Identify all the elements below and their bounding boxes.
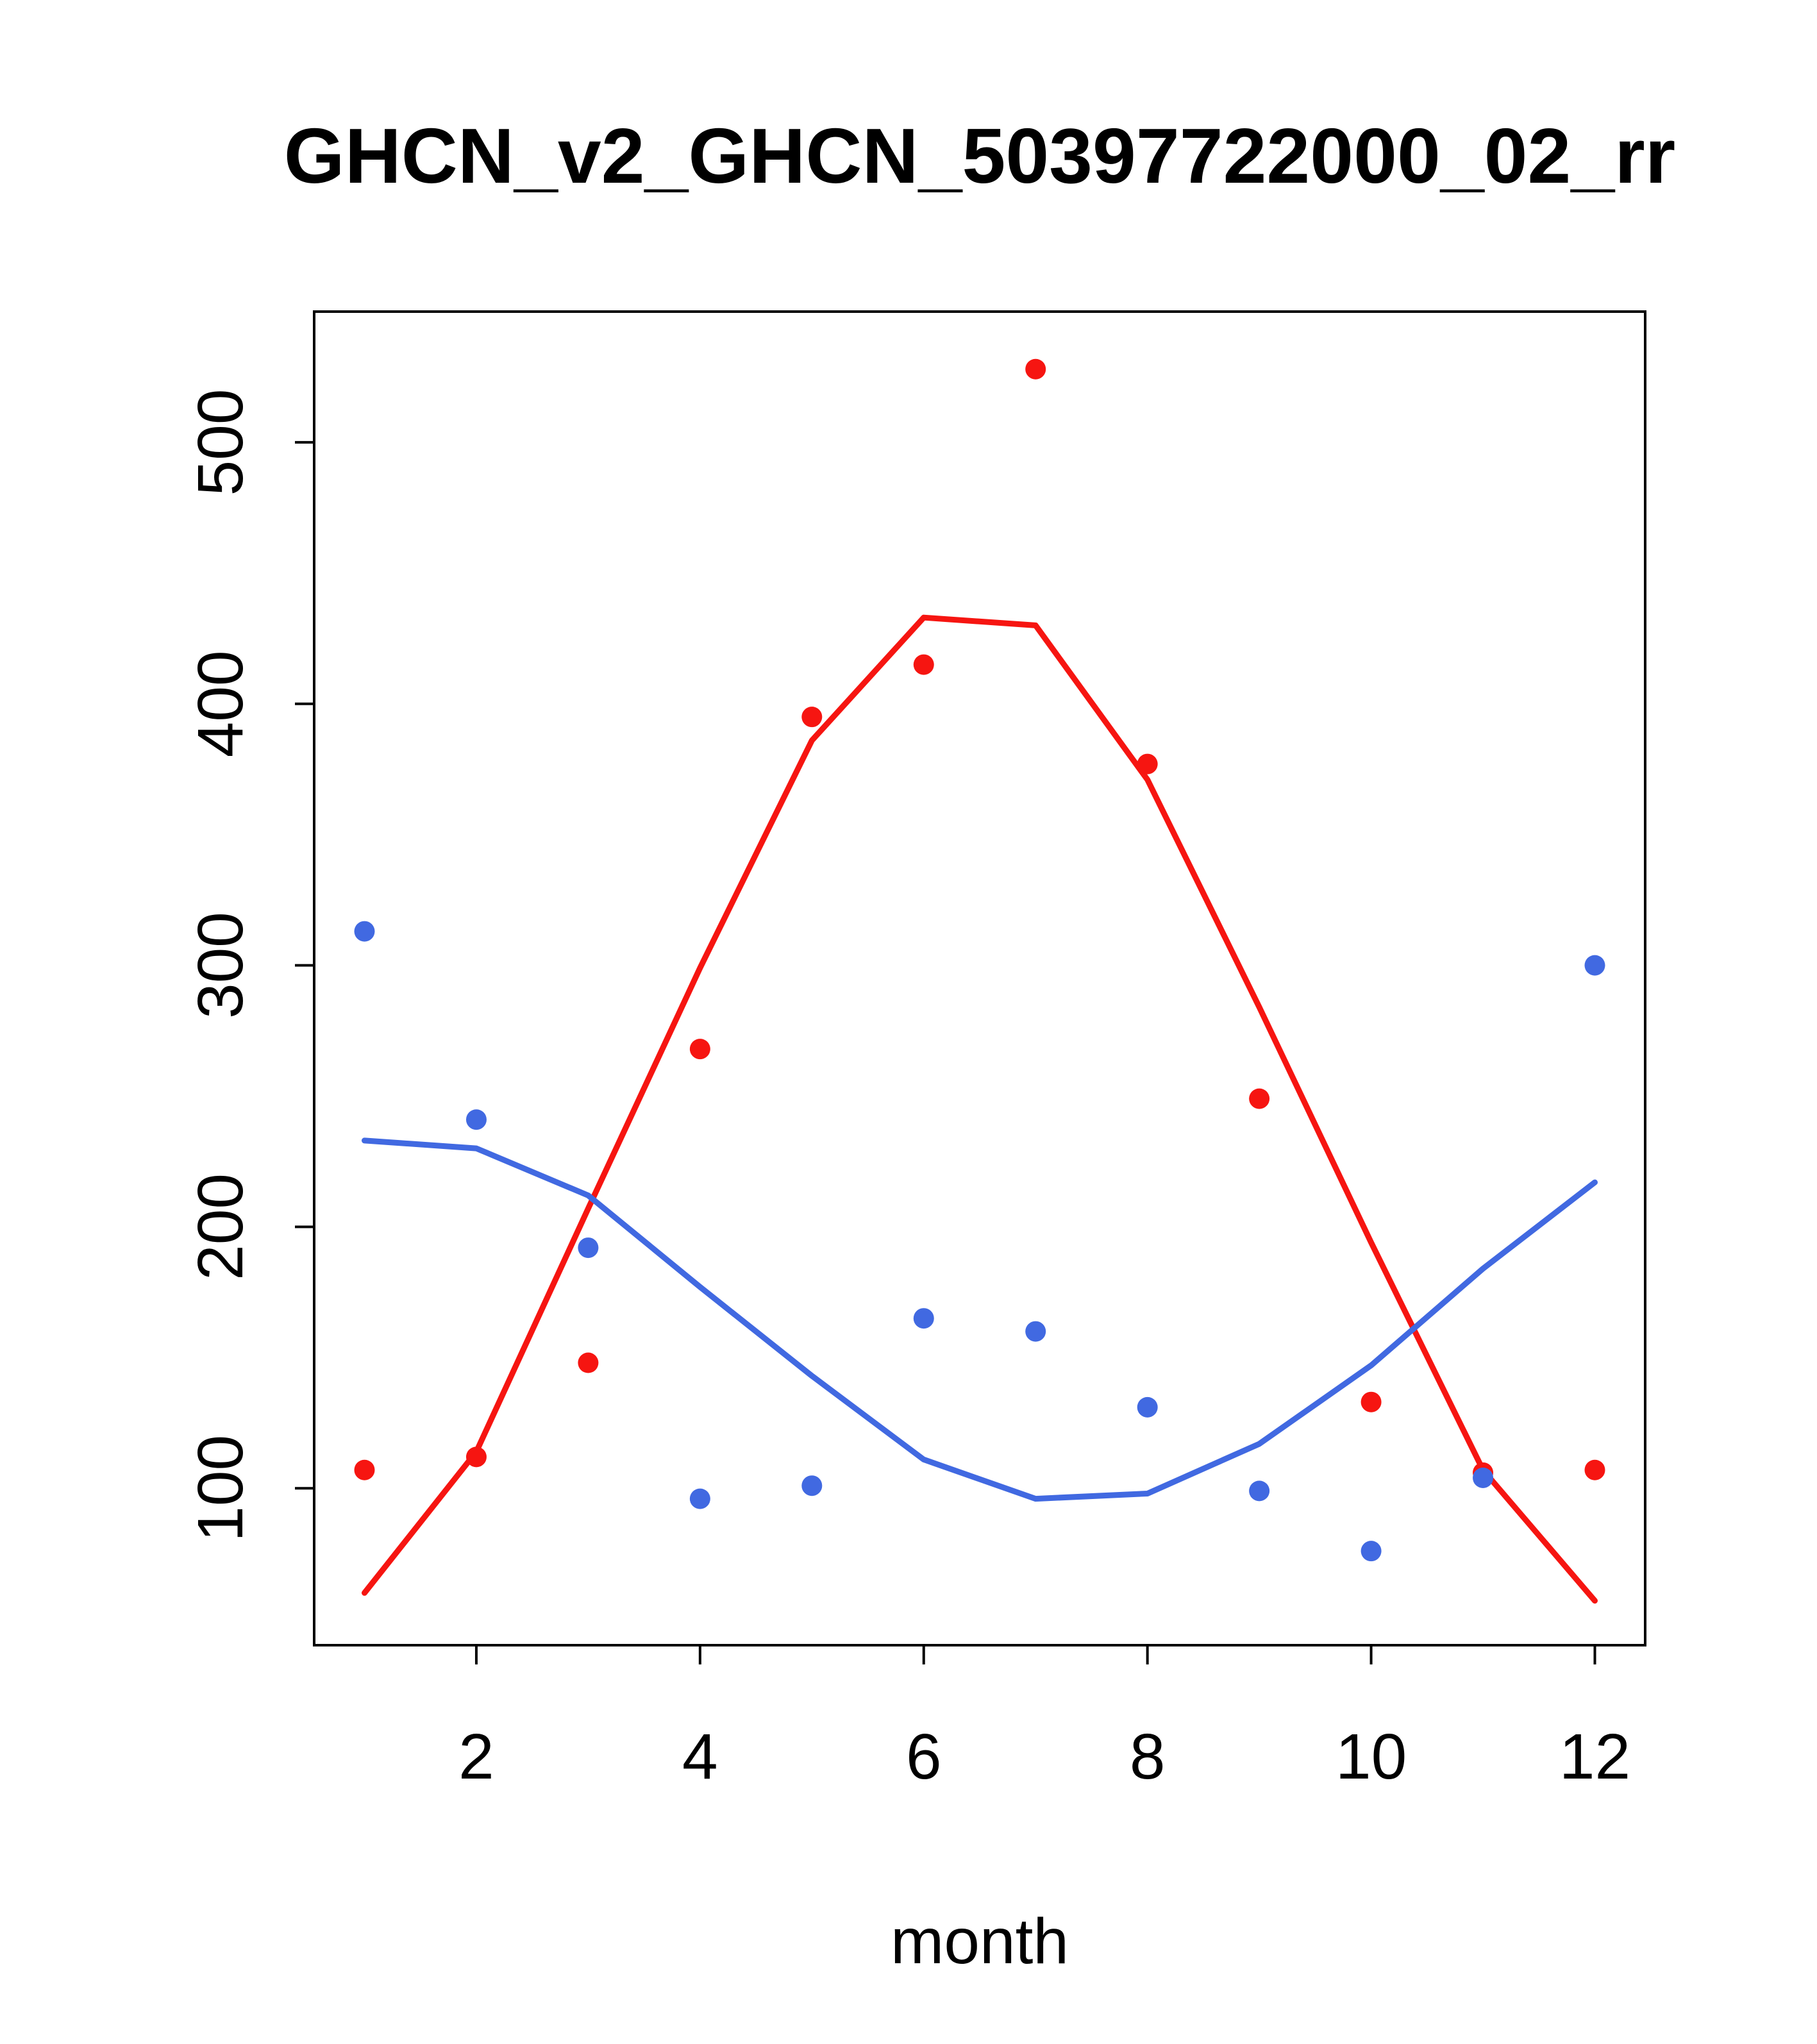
plot-frame (313, 310, 1646, 1646)
blue-observations-point (465, 1109, 487, 1130)
x-axis-label: month (891, 1906, 1069, 1977)
red-observations-point (354, 1459, 375, 1480)
blue-observations-point (689, 1488, 710, 1509)
blue-observations-point (1584, 955, 1605, 976)
red-observations-point (1361, 1391, 1382, 1412)
x-tick-label: 2 (458, 1721, 494, 1793)
blue-observations-point (1025, 1321, 1046, 1342)
y-tick-label: 500 (185, 389, 256, 496)
blue-observations-point (1249, 1480, 1270, 1502)
plot-area: 2 4 6 8 10 12 100 200 300 400 500 (185, 310, 1646, 1793)
y-tick-label: 300 (185, 912, 256, 1019)
x-tick-label: 4 (682, 1721, 718, 1793)
blue-observations-point (354, 921, 375, 942)
y-tick-label: 100 (185, 1435, 256, 1542)
red-observations-point (689, 1039, 710, 1060)
x-tick-label: 8 (1130, 1721, 1166, 1793)
blue-observations-point (1137, 1396, 1158, 1418)
red-smooth-line (362, 614, 1598, 1604)
red-observations-point (913, 654, 934, 675)
red-observations-point (1025, 358, 1046, 380)
x-tick-label: 12 (1559, 1721, 1630, 1793)
blue-observations-point (1473, 1467, 1494, 1488)
red-observations-point (465, 1446, 487, 1468)
red-observations-point (578, 1352, 599, 1373)
y-tick-label: 400 (185, 650, 256, 757)
red-observations-point (1249, 1088, 1270, 1109)
red-observations-point (1584, 1459, 1605, 1480)
x-tick-label: 10 (1336, 1721, 1407, 1793)
blue-observations-point (913, 1308, 934, 1329)
blue-smooth-line (362, 1137, 1598, 1502)
blue-observations-point (801, 1475, 823, 1496)
y-tick-label: 200 (185, 1173, 256, 1280)
red-observations-point (1137, 753, 1158, 775)
blue-observations-point (578, 1237, 599, 1259)
blue-observations-point (1361, 1541, 1382, 1562)
x-tick-label: 6 (906, 1721, 942, 1793)
chart-title: GHCN_v2_GHCN_50397722000_02_rr (284, 112, 1675, 199)
red-observations-point (801, 707, 823, 728)
